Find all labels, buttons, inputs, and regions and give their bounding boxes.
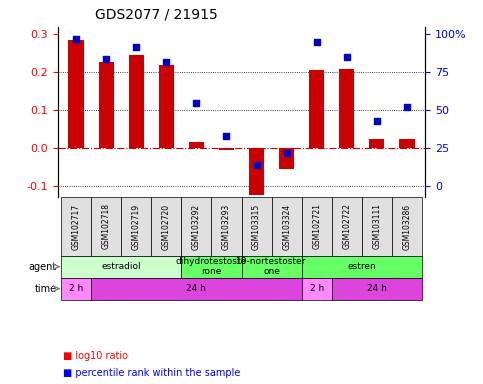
Point [223, 133, 230, 139]
Bar [69, 40, 84, 148]
Text: agent: agent [28, 262, 57, 271]
Point [102, 56, 110, 62]
Point [193, 99, 200, 106]
FancyBboxPatch shape [362, 197, 392, 256]
Text: GSM103324: GSM103324 [282, 204, 291, 250]
FancyBboxPatch shape [61, 197, 91, 256]
Point [162, 59, 170, 65]
FancyBboxPatch shape [271, 197, 302, 256]
Point [343, 54, 351, 60]
Text: estren: estren [347, 262, 376, 271]
Text: 2 h: 2 h [310, 284, 324, 293]
Bar [99, 62, 114, 148]
Text: dihydrotestoste
rone: dihydrotestoste rone [176, 257, 247, 276]
Bar [309, 70, 324, 148]
Text: GSM102719: GSM102719 [132, 204, 141, 250]
Bar [279, 148, 294, 169]
FancyBboxPatch shape [242, 197, 271, 256]
Point [72, 36, 80, 42]
Bar [369, 139, 384, 148]
FancyBboxPatch shape [302, 278, 332, 300]
FancyBboxPatch shape [181, 197, 212, 256]
Text: GSM103286: GSM103286 [402, 204, 412, 250]
Bar [399, 139, 414, 148]
Text: 2 h: 2 h [69, 284, 83, 293]
Point [132, 43, 140, 50]
Text: estradiol: estradiol [101, 262, 141, 271]
Bar [339, 68, 355, 148]
Bar [159, 65, 174, 148]
FancyBboxPatch shape [121, 197, 151, 256]
Text: GSM102721: GSM102721 [312, 204, 321, 250]
Text: GSM103111: GSM103111 [372, 204, 382, 250]
FancyBboxPatch shape [212, 197, 242, 256]
Point [283, 149, 290, 156]
FancyBboxPatch shape [242, 256, 302, 278]
FancyBboxPatch shape [151, 197, 181, 256]
Text: GSM102717: GSM102717 [71, 204, 81, 250]
Point [253, 162, 260, 168]
Text: GSM103293: GSM103293 [222, 204, 231, 250]
Bar [189, 142, 204, 148]
FancyBboxPatch shape [392, 197, 422, 256]
Text: 24 h: 24 h [186, 284, 206, 293]
Bar [128, 55, 144, 148]
Text: time: time [34, 283, 57, 293]
Text: GSM102720: GSM102720 [162, 204, 171, 250]
Text: 24 h: 24 h [367, 284, 387, 293]
Text: GSM103292: GSM103292 [192, 204, 201, 250]
Point [373, 118, 381, 124]
FancyBboxPatch shape [332, 278, 422, 300]
Point [403, 104, 411, 110]
FancyBboxPatch shape [61, 256, 181, 278]
Text: 19-nortestoster
one: 19-nortestoster one [236, 257, 307, 276]
FancyBboxPatch shape [61, 278, 91, 300]
FancyBboxPatch shape [91, 278, 302, 300]
Bar [219, 148, 234, 150]
Text: GSM102718: GSM102718 [101, 204, 111, 250]
FancyBboxPatch shape [181, 256, 242, 278]
FancyBboxPatch shape [302, 197, 332, 256]
Text: GSM103315: GSM103315 [252, 204, 261, 250]
Bar [249, 148, 264, 195]
Text: GSM102722: GSM102722 [342, 204, 351, 250]
FancyBboxPatch shape [91, 197, 121, 256]
Text: GDS2077 / 21915: GDS2077 / 21915 [95, 8, 217, 22]
FancyBboxPatch shape [302, 256, 422, 278]
Text: ■ log10 ratio: ■ log10 ratio [63, 351, 128, 361]
FancyBboxPatch shape [332, 197, 362, 256]
Point [313, 39, 321, 45]
Text: ■ percentile rank within the sample: ■ percentile rank within the sample [63, 368, 240, 378]
